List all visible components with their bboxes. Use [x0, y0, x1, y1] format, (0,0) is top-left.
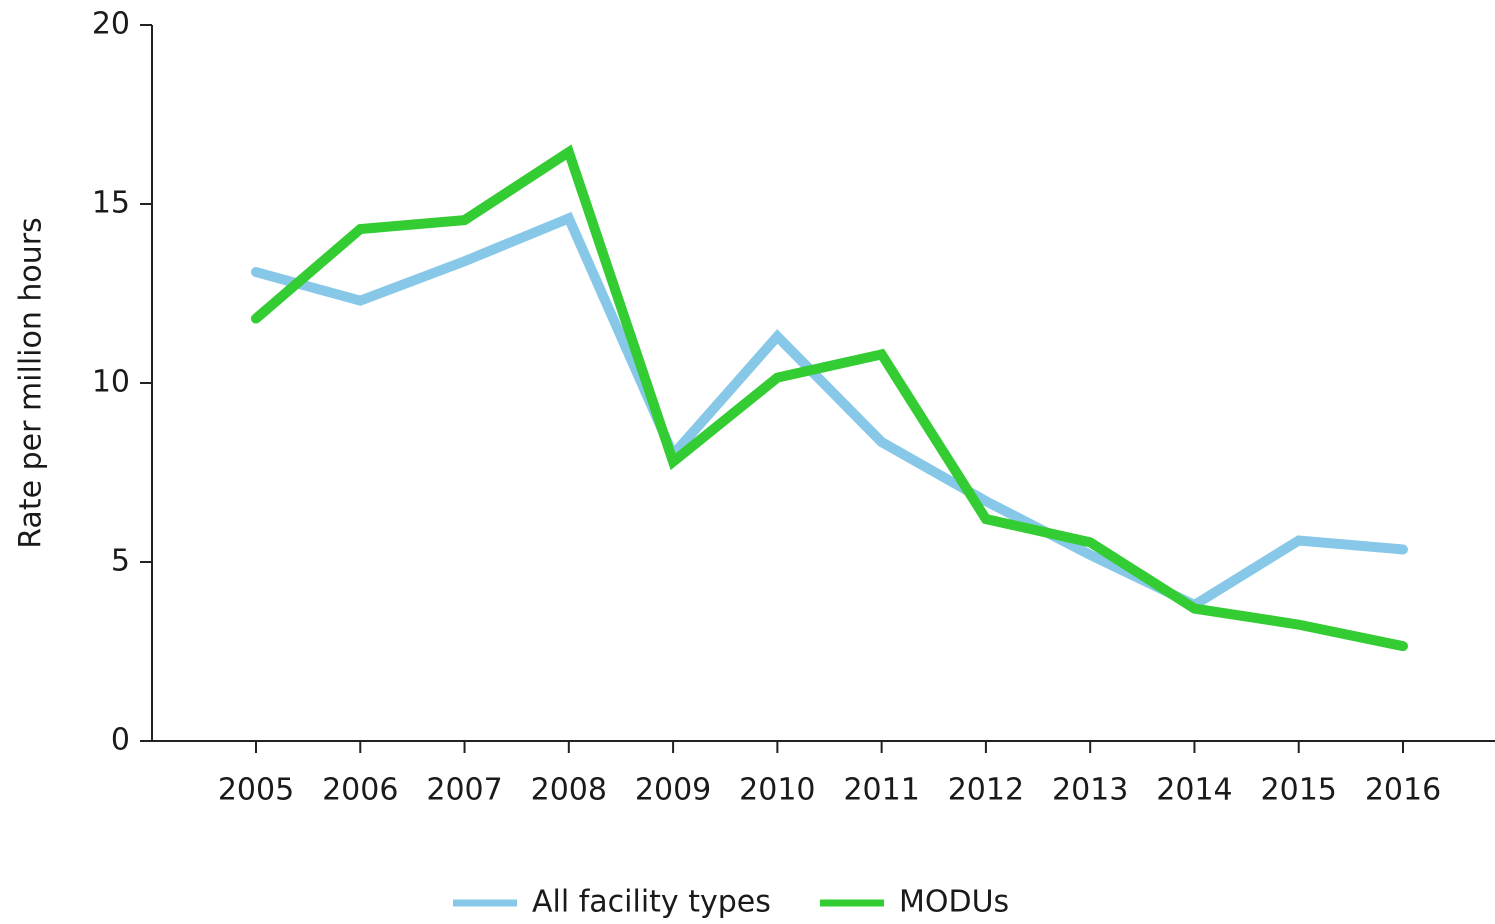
x-tick-label: 2014	[1156, 773, 1232, 808]
x-tick-label: 2005	[218, 773, 294, 808]
y-axis-label: Rate per million hours	[14, 217, 49, 549]
x-tick-label: 2008	[531, 773, 607, 808]
y-tick-label: 5	[111, 544, 130, 579]
x-tick-label: 2011	[843, 773, 919, 808]
legend-label: MODUs	[899, 885, 1009, 920]
x-tick-label: 2013	[1052, 773, 1128, 808]
data-line	[251, 211, 1408, 611]
y-tick-label: 10	[92, 365, 130, 400]
x-tick-label: 2016	[1365, 773, 1441, 808]
data-line	[251, 144, 1408, 652]
y-tick-label: 15	[92, 186, 130, 221]
x-tick-label: 2006	[322, 773, 398, 808]
x-tick-label: 2009	[635, 773, 711, 808]
y-tick-label: 0	[111, 723, 130, 758]
legend-label: All facility types	[532, 885, 771, 920]
x-tick-label: 2007	[426, 773, 502, 808]
x-tick-label: 2012	[948, 773, 1024, 808]
y-tick-label: 20	[92, 7, 130, 42]
x-tick-label: 2015	[1261, 773, 1337, 808]
x-tick-label: 2010	[739, 773, 815, 808]
